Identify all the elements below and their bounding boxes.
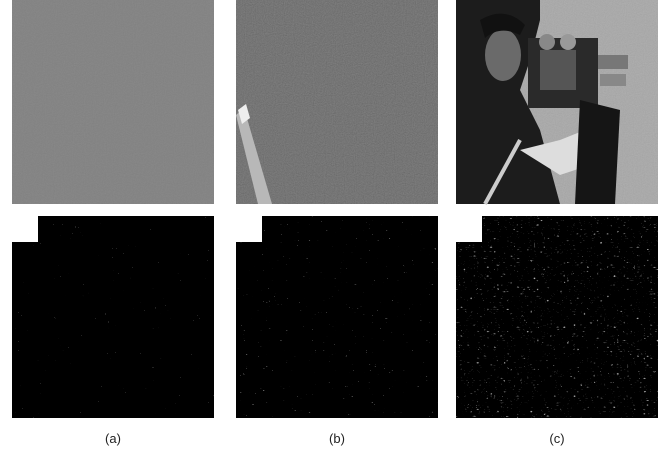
image-b-bottom bbox=[236, 216, 438, 418]
page: (a) (b) (c) (() => { const data = JSON.p… bbox=[0, 0, 669, 454]
image-c-bottom bbox=[456, 216, 658, 418]
image-c-top bbox=[456, 0, 658, 204]
caption: (b) bbox=[329, 431, 345, 446]
caption: (c) bbox=[549, 431, 564, 446]
figure: (a) (b) (c) bbox=[0, 0, 669, 454]
image-a-top bbox=[12, 0, 214, 204]
image-b-top bbox=[236, 0, 438, 204]
image-a-bottom bbox=[12, 216, 214, 418]
caption: (a) bbox=[105, 431, 121, 446]
